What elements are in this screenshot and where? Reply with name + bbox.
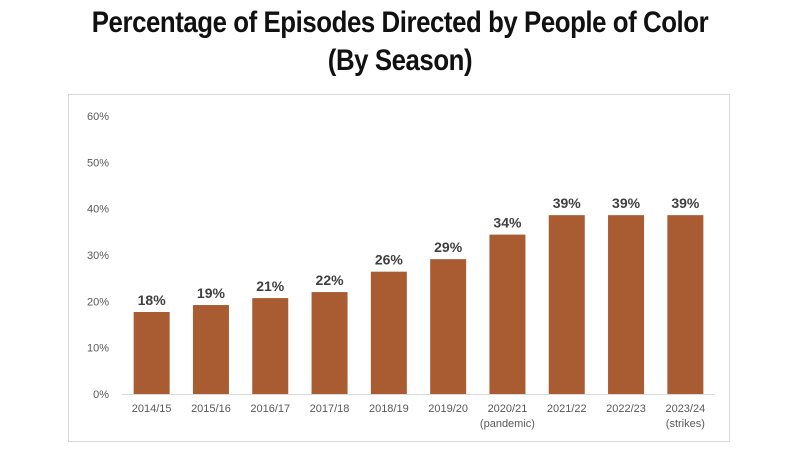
bar [133,311,170,394]
bar [489,234,526,394]
y-tick-label: 60% [87,111,109,123]
x-tick-label: 2023/24 [665,403,705,415]
bar [667,215,704,394]
y-tick-label: 0% [93,389,109,401]
chart-title: Percentage of Episodes Directed by Peopl… [56,4,744,80]
bar [430,259,467,394]
x-tick-label: 2021/22 [547,403,587,415]
y-tick-label: 20% [87,296,109,308]
chart-title-line-1: Percentage of Episodes Directed by Peopl… [91,6,709,39]
data-label: 26% [375,252,404,268]
chart-frame [68,94,730,442]
x-tick-label: 2019/20 [428,403,468,415]
bar [608,215,645,394]
x-tick-sublabel: (strikes) [666,418,705,430]
data-label: 22% [316,272,345,288]
y-tick-label: 40% [87,204,109,216]
bar [192,305,229,394]
bar [548,215,585,394]
data-label: 19% [197,285,226,301]
data-label: 39% [612,195,641,211]
bar [370,271,407,394]
x-tick-label: 2016/17 [250,403,290,415]
y-tick-label: 10% [87,343,109,355]
y-tick-label: 30% [87,250,109,262]
x-tick-label: 2018/19 [369,403,409,415]
x-tick-label: 2014/15 [132,403,172,415]
x-tick-label: 2017/18 [310,403,350,415]
data-label: 39% [553,195,582,211]
x-tick-label: 2020/21 [488,403,528,415]
y-tick-label: 50% [87,157,109,169]
data-label: 29% [434,239,463,255]
data-label: 18% [138,292,167,308]
bar [252,298,289,394]
data-label: 21% [256,278,285,294]
x-tick-label: 2015/16 [191,403,231,415]
x-tick-label: 2022/23 [606,403,646,415]
chart-title-line-2: (By Season) [327,44,473,77]
data-label: 34% [493,215,522,231]
bar [311,292,348,394]
data-label: 39% [671,195,700,211]
x-tick-sublabel: (pandemic) [480,418,535,430]
